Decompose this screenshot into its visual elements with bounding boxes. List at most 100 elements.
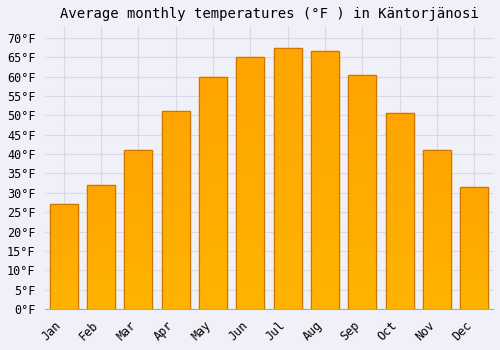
Bar: [423, 150, 451, 158]
Bar: [124, 222, 152, 230]
Bar: [87, 204, 115, 210]
Bar: [50, 293, 78, 299]
Bar: [348, 215, 376, 227]
Bar: [460, 211, 488, 217]
Bar: [236, 107, 264, 120]
Bar: [162, 131, 190, 141]
Bar: [423, 206, 451, 214]
Bar: [348, 121, 376, 133]
Bar: [460, 260, 488, 266]
Bar: [423, 190, 451, 198]
Bar: [236, 70, 264, 83]
Bar: [162, 240, 190, 250]
Bar: [50, 272, 78, 278]
Bar: [423, 261, 451, 270]
Bar: [460, 230, 488, 236]
Bar: [274, 270, 302, 283]
Bar: [199, 239, 227, 251]
Bar: [460, 217, 488, 224]
Bar: [162, 260, 190, 270]
Bar: [460, 266, 488, 272]
Bar: [423, 285, 451, 293]
Bar: [199, 274, 227, 286]
Bar: [50, 278, 78, 283]
Bar: [386, 133, 413, 143]
Bar: [423, 150, 451, 309]
Bar: [423, 214, 451, 222]
Bar: [274, 61, 302, 74]
Bar: [423, 245, 451, 253]
Bar: [162, 121, 190, 131]
Bar: [50, 304, 78, 309]
Bar: [162, 161, 190, 171]
Bar: [386, 123, 413, 133]
Bar: [162, 210, 190, 220]
Bar: [87, 222, 115, 229]
Bar: [50, 262, 78, 267]
Bar: [460, 254, 488, 260]
Bar: [348, 262, 376, 274]
Bar: [311, 77, 339, 90]
Bar: [199, 228, 227, 239]
Bar: [124, 253, 152, 261]
Bar: [87, 247, 115, 253]
Bar: [386, 113, 413, 123]
Bar: [274, 217, 302, 231]
Bar: [348, 168, 376, 180]
Bar: [386, 172, 413, 182]
Bar: [423, 277, 451, 285]
Bar: [311, 245, 339, 258]
Bar: [124, 174, 152, 182]
Bar: [87, 259, 115, 266]
Bar: [423, 301, 451, 309]
Bar: [87, 185, 115, 309]
Bar: [236, 158, 264, 170]
Bar: [460, 193, 488, 199]
Bar: [460, 187, 488, 309]
Bar: [87, 278, 115, 284]
Bar: [386, 113, 413, 309]
Bar: [386, 280, 413, 289]
Bar: [162, 112, 190, 309]
Bar: [386, 153, 413, 162]
Bar: [162, 279, 190, 289]
Bar: [124, 166, 152, 174]
Bar: [50, 225, 78, 231]
Bar: [236, 233, 264, 246]
Bar: [274, 296, 302, 309]
Bar: [87, 297, 115, 303]
Bar: [124, 277, 152, 285]
Bar: [274, 113, 302, 126]
Bar: [87, 197, 115, 204]
Bar: [87, 272, 115, 278]
Bar: [236, 145, 264, 158]
Bar: [199, 262, 227, 274]
Bar: [311, 90, 339, 103]
Bar: [386, 143, 413, 153]
Bar: [460, 291, 488, 297]
Bar: [199, 298, 227, 309]
Bar: [274, 283, 302, 296]
Bar: [162, 270, 190, 279]
Bar: [311, 219, 339, 232]
Bar: [460, 199, 488, 205]
Bar: [423, 166, 451, 174]
Bar: [124, 214, 152, 222]
Bar: [124, 182, 152, 190]
Bar: [199, 88, 227, 100]
Bar: [199, 251, 227, 262]
Bar: [386, 260, 413, 270]
Bar: [348, 86, 376, 98]
Bar: [423, 198, 451, 206]
Bar: [274, 231, 302, 244]
Bar: [386, 270, 413, 280]
Bar: [162, 289, 190, 299]
Bar: [124, 301, 152, 309]
Bar: [460, 285, 488, 291]
Bar: [274, 204, 302, 217]
Bar: [423, 253, 451, 261]
Bar: [162, 112, 190, 309]
Bar: [162, 141, 190, 151]
Bar: [124, 270, 152, 277]
Bar: [348, 110, 376, 121]
